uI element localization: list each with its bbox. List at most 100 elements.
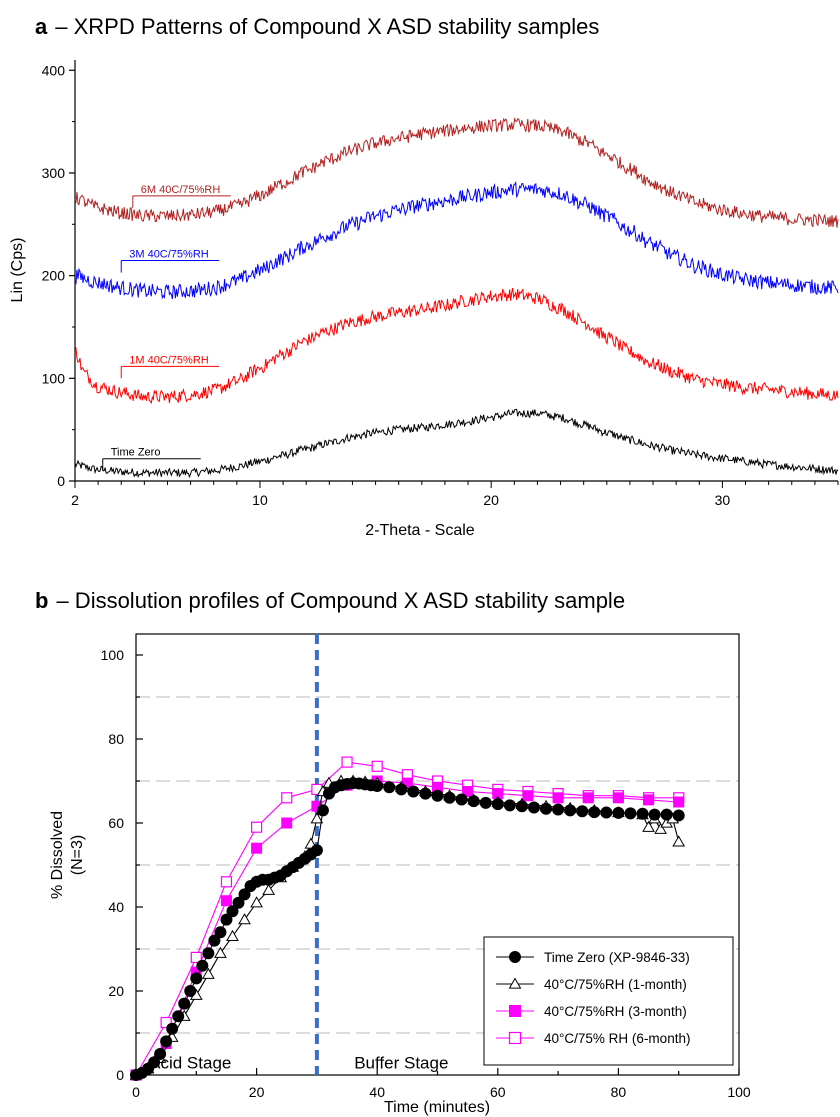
xrpd-series-label-group: Time Zero — [102, 447, 201, 471]
data-point — [238, 913, 251, 925]
xrpd-x-tick-label: 20 — [483, 492, 499, 508]
xrpd-y-tick-label: 100 — [42, 370, 66, 386]
data-point — [184, 985, 197, 997]
data-point — [503, 799, 516, 812]
xrpd-y-tick-label: 0 — [57, 473, 65, 489]
dissolution-y-axis-label-n: (N=3) — [69, 835, 86, 875]
data-point — [491, 798, 504, 811]
dissolution-x-tick-label: 20 — [249, 1084, 265, 1100]
data-point — [148, 1056, 161, 1069]
data-point — [262, 883, 276, 895]
data-point — [220, 895, 232, 907]
data-point — [527, 801, 540, 814]
xrpd-series-label: 3M 40C/75%RH — [129, 249, 209, 261]
data-point — [515, 800, 528, 813]
data-point — [552, 792, 564, 804]
xrpd-series-label-group: 1M 40C/75%RH — [120, 354, 220, 379]
dissolution-y-tick-label: 80 — [108, 731, 124, 747]
data-point — [232, 896, 245, 909]
xrpd-x-tick-label: 10 — [252, 492, 268, 508]
data-point — [612, 792, 624, 804]
legend-label: 40°C/75%RH (1-month) — [544, 977, 687, 992]
data-point — [281, 817, 293, 829]
data-point — [310, 844, 323, 857]
dissolution-x-tick-label: 60 — [490, 1084, 506, 1100]
dissolution-y-axis-label: % Dissolved — [49, 811, 66, 899]
data-point — [636, 807, 649, 820]
xrpd-series-label-group: 3M 40C/75%RH — [120, 249, 220, 273]
data-point — [383, 781, 396, 794]
dissolution-y-tick-label: 20 — [108, 983, 124, 999]
xrpd-y-tick-label: 200 — [42, 268, 66, 284]
dissolution-y-tick-label: 40 — [108, 899, 124, 915]
data-point — [371, 780, 384, 793]
dissolution-series — [130, 775, 685, 1081]
xrpd-series-line — [74, 116, 839, 228]
xrpd-y-axis-label: Lin (Cps) — [9, 238, 26, 303]
data-point — [250, 896, 263, 908]
data-point — [443, 791, 456, 804]
data-point — [564, 804, 577, 817]
xrpd-series-label: 1M 40C/75%RH — [129, 354, 209, 366]
data-point — [588, 806, 601, 819]
data-point — [238, 888, 251, 901]
data-point — [540, 802, 553, 815]
data-point — [660, 808, 673, 821]
data-point — [190, 972, 203, 985]
xrpd-series-line — [74, 180, 839, 300]
data-point — [508, 1031, 522, 1045]
data-point — [220, 876, 233, 888]
data-point — [672, 809, 685, 822]
xrpd-series-label: 6M 40C/75%RH — [141, 184, 221, 196]
legend-label: Time Zero (XP-9846-33) — [544, 950, 690, 965]
xrpd-series-line — [74, 408, 839, 479]
data-point — [462, 786, 474, 797]
dissolution-chart: 0 20 40 60 80 100 0 20 40 60 80 100 Acid Stage Buff… — [49, 633, 751, 1116]
legend-entry: 40°C/75% RH (6-month) — [496, 1031, 690, 1046]
data-point — [371, 760, 383, 772]
data-point — [208, 934, 221, 947]
xrpd-x-axis-label: 2-Theta - Scale — [365, 522, 474, 539]
data-point — [654, 822, 667, 834]
xrpd-y-tick-label: 300 — [42, 165, 66, 181]
data-point — [310, 812, 324, 824]
data-point — [643, 794, 655, 806]
acid-stage-label: Acid Stage — [149, 1054, 231, 1073]
legend-label: 40°C/75% RH (6-month) — [544, 1031, 690, 1046]
data-point — [612, 806, 625, 819]
data-point — [407, 785, 420, 798]
data-point — [316, 804, 329, 817]
data-point — [226, 905, 239, 918]
panel-b-title: b – Dissolution profiles of Compound X AS… — [35, 588, 625, 613]
xrpd-series-line — [74, 287, 839, 405]
data-point — [341, 756, 353, 768]
data-point — [214, 946, 227, 958]
data-point — [509, 951, 521, 963]
dissolution-y-tick-label: 0 — [116, 1067, 124, 1083]
data-point — [673, 796, 685, 808]
xrpd-series-label-group: 6M 40C/75%RH — [132, 184, 231, 208]
data-point — [251, 842, 263, 854]
data-point — [190, 951, 202, 964]
dissolution-y-tick-label: 100 — [101, 647, 125, 663]
legend-label: 40°C/75%RH (3-month) — [544, 1004, 687, 1019]
dissolution-series — [130, 777, 685, 1081]
data-point — [522, 790, 534, 802]
data-point — [196, 959, 209, 972]
data-point — [172, 1010, 185, 1023]
data-point — [509, 1005, 521, 1017]
dissolution-x-axis-label: Time (minutes) — [384, 1099, 490, 1116]
data-point — [154, 1048, 167, 1060]
data-point — [201, 967, 215, 979]
data-point — [508, 977, 522, 989]
dissolution-x-tick-label: 100 — [727, 1084, 751, 1100]
dissolution-x-tick-label: 80 — [611, 1084, 627, 1100]
data-point — [552, 803, 565, 816]
data-point — [395, 783, 408, 796]
xrpd-x-tick-label: 30 — [715, 492, 731, 508]
dissolution-y-tick-label: 60 — [108, 815, 124, 831]
data-point — [582, 792, 594, 804]
legend-entry: Time Zero (XP-9846-33) — [496, 950, 690, 965]
